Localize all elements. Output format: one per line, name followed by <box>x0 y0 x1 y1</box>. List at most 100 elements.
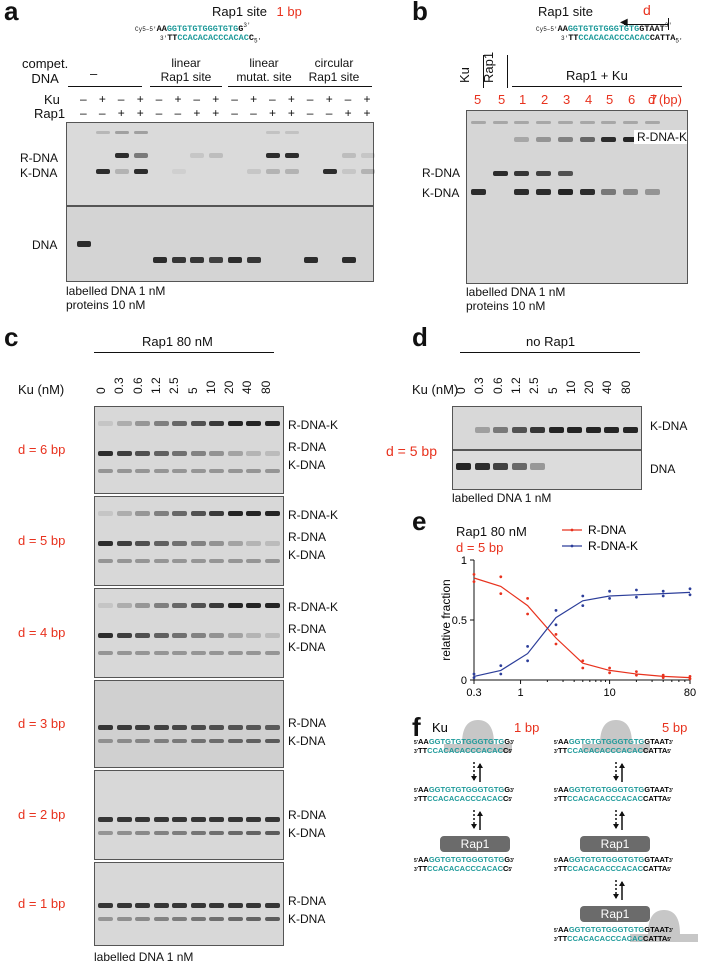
seq-end: G <box>238 23 244 34</box>
gel-band-k-dna <box>246 469 261 473</box>
ku-sign-a: – <box>155 92 163 106</box>
gel-band-dna <box>190 257 205 263</box>
sequence-bottom-b: 3'TTCCACACACCCACACCATTA5' <box>561 33 683 45</box>
seq-bot-teal: CCACACACCCACAC <box>177 33 249 43</box>
series-line-r-dna-k <box>473 591 691 677</box>
gel-band-k-dna <box>135 831 150 835</box>
seq-aa: AA <box>156 23 167 34</box>
ku-value-d: 1.2 <box>508 377 523 394</box>
gel-band-r-dna-k <box>579 137 595 142</box>
gel-band-r-dna-k <box>135 603 150 608</box>
d-value-b: 5 <box>498 92 506 107</box>
band-label-r-dna-a: R-DNA <box>20 151 58 165</box>
gel-band-k-dna <box>209 739 224 743</box>
seq-right-1-bottom: 3'TTCCACACACCCACACCATTA5' <box>554 746 671 755</box>
gel-band-r-dna-k <box>135 421 150 426</box>
gel-band-r-dna <box>153 817 169 822</box>
band-label-c: R-DNA <box>288 622 326 636</box>
gel-band-r-dna <box>557 171 573 176</box>
gel-band-r-dna <box>116 541 132 546</box>
gel-band-k-dna <box>153 739 169 743</box>
gel-band-r-dna <box>98 541 113 546</box>
gel-band-k-dna <box>511 427 527 433</box>
d-value-b: 4 <box>585 92 593 107</box>
gel-band-k-dna <box>227 559 243 563</box>
gel-band-k-dna <box>360 169 375 174</box>
group-line-b <box>512 86 682 87</box>
d-value-b: 2 <box>541 92 549 107</box>
gel-band-k-dna <box>246 917 261 921</box>
gel-band-k-dna <box>247 169 262 174</box>
gel-band-k-dna <box>116 469 132 473</box>
footnote-b-2: proteins 10 nM <box>466 299 546 313</box>
gel-band-r-dna <box>246 817 261 822</box>
gel-band-r-dna-k <box>622 137 638 142</box>
gel-band-r-dna <box>246 451 261 456</box>
series-line-r-dna <box>473 577 691 679</box>
ku-row-label-a: Ku <box>44 92 60 107</box>
gel-band-k-dna <box>264 917 280 921</box>
gel-band-r-dna <box>209 153 224 158</box>
gel-band-r-dna <box>246 903 261 908</box>
gel-band-r-dna-k <box>172 603 187 608</box>
x-tick-label: 80 <box>684 687 696 699</box>
band-label-c: R-DNA-K <box>288 600 338 614</box>
gel-band-r-dna-k <box>227 603 243 608</box>
gel-band-r-dna-k <box>153 603 169 608</box>
seq-bot-end: C <box>248 33 254 43</box>
band-label-k-dna-a: K-DNA <box>20 166 58 180</box>
arrows-right-1-dashed-head <box>613 776 619 781</box>
gel-band-k-dna <box>172 469 187 473</box>
seqb-bot-3: 3' <box>561 35 569 42</box>
gel-band-r-dna <box>172 725 187 730</box>
gel-band-k-dna <box>98 469 113 473</box>
gel-band-top <box>266 131 280 134</box>
competitor-label: compet. DNA <box>22 56 68 86</box>
gel-band-r-dna <box>227 817 243 822</box>
seqb-aa: AA <box>557 23 568 34</box>
gel-band-k-dna <box>172 651 187 655</box>
seq-left-1-top: 5'AAGGTGTGTGGGTGTGG3' <box>414 737 514 746</box>
gel-band-r-dna <box>264 817 280 822</box>
gel-band-r-dna <box>98 725 113 730</box>
d-unit-b: d (bp) <box>648 92 682 107</box>
gel-band-k-dna <box>116 651 132 655</box>
gel-band-r-dna <box>116 817 132 822</box>
gel-band-k-dna <box>153 469 169 473</box>
gel-band-r-dna <box>264 725 280 730</box>
gel-band-r-dna-k <box>209 511 224 516</box>
rap1-sign-a: – <box>250 106 257 120</box>
gel-band-k-dna <box>153 559 169 563</box>
group-circular: circular Rap1 site <box>296 56 372 84</box>
band-label-k-dna-b: K-DNA <box>422 186 460 200</box>
gel-band-k-dna <box>153 651 169 655</box>
panel-label-f: f <box>412 712 421 742</box>
seq-right-3-bottom: 3'TTCCACACACCCACACCATTA5' <box>554 864 671 873</box>
rap1-shape-right-1-label: Rap1 <box>601 837 630 851</box>
legend-marker-r-dna-k <box>570 544 574 548</box>
rap1-sign-a: – <box>98 106 106 120</box>
gel-band-k-dna <box>264 831 280 835</box>
data-point-r-dna <box>608 666 611 670</box>
group-none: – <box>90 66 98 81</box>
gel-band-r-dna-k <box>190 603 206 608</box>
footnote-a-1: labelled DNA 1 nM <box>66 284 166 298</box>
rap1-sign-a: – <box>174 106 182 120</box>
gel-band-r-dna <box>153 541 169 546</box>
ku-sign-a: – <box>306 92 314 106</box>
gel-band-k-dna <box>557 189 573 195</box>
band-label-c: K-DNA <box>288 458 326 472</box>
gel-band-k-dna <box>190 917 206 921</box>
band-label-c: K-DNA <box>288 640 326 654</box>
band-label-r-dna-b: R-DNA <box>422 166 460 180</box>
gel-band-k-dna <box>135 917 150 921</box>
gel-band-r-dna-k <box>153 511 169 516</box>
data-point-r-dna-k <box>608 589 611 593</box>
seq-tt: TT <box>167 33 178 43</box>
group-line-linear-rap1 <box>150 86 222 87</box>
gel-band-k-dna <box>98 739 113 743</box>
gel-band-k-dna <box>116 739 132 743</box>
gel-band-k-dna <box>116 917 132 921</box>
gel-band-dna <box>209 257 224 263</box>
ku-shape-right-bottom <box>630 910 698 942</box>
